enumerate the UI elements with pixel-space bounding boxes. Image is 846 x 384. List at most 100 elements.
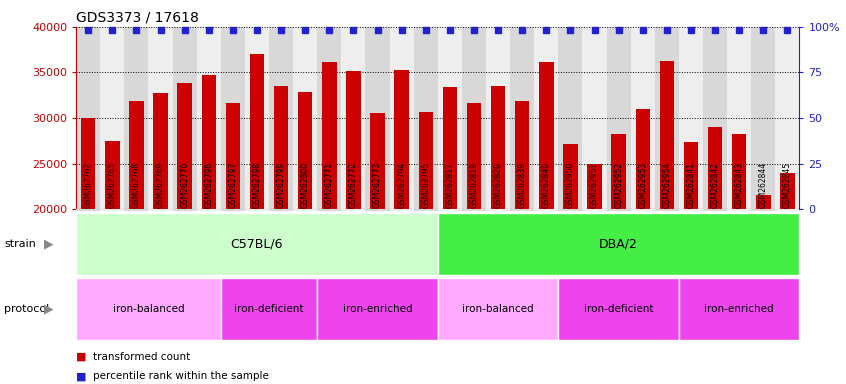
Bar [389, 209, 414, 211]
Bar [582, 27, 607, 209]
Bar [221, 27, 244, 209]
Bar [76, 209, 100, 211]
Bar [250, 54, 264, 209]
Bar [100, 209, 124, 211]
Bar [775, 27, 799, 209]
Bar [437, 213, 799, 275]
Bar [486, 27, 510, 209]
Bar [244, 27, 269, 209]
Bar [419, 112, 433, 209]
Bar [727, 27, 751, 209]
Bar [630, 209, 655, 211]
Bar [467, 103, 481, 209]
Bar [558, 209, 582, 211]
Text: iron-deficient: iron-deficient [234, 304, 304, 314]
Bar [539, 61, 553, 209]
Bar [100, 27, 124, 209]
Bar [221, 209, 244, 211]
Bar [76, 213, 437, 275]
Bar [149, 209, 173, 211]
Bar [293, 27, 317, 209]
Bar [371, 113, 385, 209]
Bar [317, 27, 341, 209]
Text: ■: ■ [76, 371, 86, 381]
Bar [491, 86, 505, 209]
Bar [76, 27, 100, 209]
Bar [201, 75, 216, 209]
Bar [346, 71, 360, 209]
Bar [76, 278, 221, 340]
Bar [756, 195, 771, 209]
Bar [535, 209, 558, 211]
Bar [105, 141, 119, 209]
Bar [389, 27, 414, 209]
Bar [196, 209, 221, 211]
Text: ▶: ▶ [44, 303, 53, 316]
Bar [732, 134, 746, 209]
Bar [414, 27, 437, 209]
Bar [341, 209, 365, 211]
Bar [462, 27, 486, 209]
Bar [655, 27, 678, 209]
Bar [535, 27, 558, 209]
Bar [124, 27, 148, 209]
Bar [244, 209, 269, 211]
Bar [751, 27, 775, 209]
Bar [678, 278, 799, 340]
Text: ■: ■ [76, 352, 86, 362]
Bar [437, 278, 558, 340]
Bar [149, 27, 173, 209]
Bar [124, 209, 148, 211]
Bar [293, 209, 317, 211]
Bar [173, 209, 196, 211]
Bar [274, 86, 288, 209]
Text: strain: strain [4, 239, 36, 249]
Bar [587, 164, 602, 209]
Bar [269, 27, 293, 209]
Bar [612, 134, 626, 209]
Bar [558, 27, 582, 209]
Text: protocol: protocol [4, 304, 49, 314]
Bar [708, 127, 722, 209]
Bar [437, 27, 462, 209]
Text: GDS3373 / 17618: GDS3373 / 17618 [76, 10, 199, 24]
Bar [780, 173, 794, 209]
Bar [173, 27, 196, 209]
Bar [660, 61, 674, 209]
Bar [437, 209, 462, 211]
Bar [317, 278, 437, 340]
Bar [81, 118, 96, 209]
Bar [563, 144, 578, 209]
Bar [153, 93, 168, 209]
Text: DBA/2: DBA/2 [599, 237, 638, 250]
Bar [678, 209, 703, 211]
Bar [322, 61, 337, 209]
Bar [462, 209, 486, 211]
Bar [414, 209, 437, 211]
Text: percentile rank within the sample: percentile rank within the sample [93, 371, 269, 381]
Bar [221, 278, 317, 340]
Bar [394, 70, 409, 209]
Bar [317, 209, 341, 211]
Text: transformed count: transformed count [93, 352, 190, 362]
Text: iron-enriched: iron-enriched [343, 304, 412, 314]
Bar [684, 142, 698, 209]
Text: iron-enriched: iron-enriched [705, 304, 774, 314]
Text: iron-balanced: iron-balanced [113, 304, 184, 314]
Bar [775, 209, 799, 211]
Bar [365, 209, 389, 211]
Bar [341, 27, 365, 209]
Text: iron-deficient: iron-deficient [584, 304, 653, 314]
Bar [196, 27, 221, 209]
Bar [298, 92, 312, 209]
Bar [510, 27, 535, 209]
Bar [727, 209, 751, 211]
Bar [486, 209, 510, 211]
Bar [129, 101, 144, 209]
Bar [607, 27, 630, 209]
Bar [226, 103, 240, 209]
Bar [582, 209, 607, 211]
Bar [607, 209, 630, 211]
Bar [630, 27, 655, 209]
Bar [558, 278, 678, 340]
